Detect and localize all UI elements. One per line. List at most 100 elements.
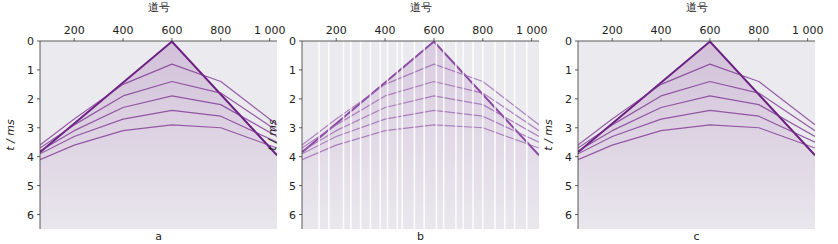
y-tick-label: 6 bbox=[289, 209, 296, 222]
missing-trace bbox=[504, 41, 506, 229]
plot-background bbox=[302, 41, 539, 229]
y-axis-line bbox=[40, 41, 41, 229]
reflection-event bbox=[302, 81, 539, 148]
y-tick-label: 4 bbox=[565, 151, 572, 164]
x-tick bbox=[74, 38, 75, 41]
y-tick-label: 0 bbox=[289, 35, 296, 48]
y-tick bbox=[37, 41, 40, 42]
missing-trace bbox=[482, 41, 484, 229]
x-tick bbox=[807, 38, 808, 41]
reflection-event bbox=[40, 96, 277, 151]
x-tick bbox=[336, 38, 337, 41]
y-tick bbox=[299, 69, 302, 70]
missing-trace bbox=[328, 41, 330, 229]
reflection-event bbox=[302, 96, 539, 151]
direct-wave bbox=[40, 42, 277, 156]
energy-area bbox=[40, 42, 277, 229]
x-tick-label: 600 bbox=[423, 24, 444, 37]
x-axis-title: 道号 bbox=[148, 1, 170, 14]
y-tick bbox=[575, 98, 578, 99]
x-axis-line bbox=[40, 41, 277, 42]
x-tick bbox=[433, 38, 434, 41]
x-tick-label: 800 bbox=[472, 24, 493, 37]
x-tick-label: 400 bbox=[651, 24, 672, 37]
y-tick bbox=[37, 185, 40, 186]
y-tick bbox=[299, 127, 302, 128]
x-tick-label: 200 bbox=[326, 24, 347, 37]
y-tick-label: 4 bbox=[289, 151, 296, 164]
reflection-event bbox=[40, 125, 277, 160]
missing-trace bbox=[350, 41, 352, 229]
panel: 2004006008001 0000123456道号t / msc bbox=[542, 1, 823, 243]
figure: 2004006008001 0000123456道号t / msa2004006… bbox=[0, 0, 838, 244]
reflection-event bbox=[578, 110, 815, 153]
x-tick-label: 1 000 bbox=[254, 24, 286, 37]
missing-trace bbox=[462, 41, 464, 229]
x-axis-line bbox=[302, 41, 539, 42]
y-tick bbox=[37, 69, 40, 70]
x-tick bbox=[531, 38, 532, 41]
x-axis-line bbox=[578, 41, 815, 42]
missing-trace bbox=[414, 41, 416, 229]
energy-area bbox=[578, 42, 815, 229]
x-tick-label: 400 bbox=[375, 24, 396, 37]
y-tick-label: 5 bbox=[565, 180, 572, 193]
y-tick-label: 6 bbox=[27, 209, 34, 222]
panel-caption: b bbox=[417, 230, 424, 243]
panel: 2004006008001 0000123456道号t / msa bbox=[4, 1, 285, 243]
x-tick bbox=[758, 38, 759, 41]
data-group bbox=[302, 41, 539, 229]
missing-trace bbox=[360, 41, 362, 229]
reflection-event bbox=[302, 110, 539, 153]
missing-trace bbox=[436, 41, 438, 229]
y-tick-label: 2 bbox=[289, 93, 296, 106]
y-tick bbox=[37, 156, 40, 157]
missing-trace bbox=[472, 41, 474, 229]
y-tick-label: 3 bbox=[565, 122, 572, 135]
x-axis-title: 道号 bbox=[686, 1, 708, 14]
missing-trace bbox=[318, 41, 320, 229]
y-axis-title: t / ms bbox=[266, 119, 279, 151]
missing-trace bbox=[514, 41, 516, 229]
y-tick bbox=[299, 41, 302, 42]
missing-trace bbox=[455, 41, 457, 229]
reflection-event bbox=[578, 125, 815, 160]
x-tick bbox=[269, 38, 270, 41]
y-tick bbox=[37, 127, 40, 128]
missing-trace bbox=[396, 41, 398, 229]
missing-trace bbox=[423, 41, 425, 229]
reflection-event bbox=[40, 64, 277, 145]
y-tick bbox=[575, 185, 578, 186]
missing-trace bbox=[370, 41, 372, 229]
y-tick bbox=[575, 127, 578, 128]
reflection-event bbox=[302, 64, 539, 145]
missing-trace bbox=[379, 41, 381, 229]
plot-background bbox=[40, 41, 277, 229]
x-tick-label: 1 000 bbox=[516, 24, 548, 37]
data-group bbox=[578, 42, 815, 229]
y-tick-label: 5 bbox=[289, 180, 296, 193]
x-tick-label: 800 bbox=[210, 24, 231, 37]
panel-caption: a bbox=[155, 230, 162, 243]
x-tick bbox=[661, 38, 662, 41]
reflection-event bbox=[40, 81, 277, 148]
y-tick-label: 5 bbox=[27, 180, 34, 193]
energy-area bbox=[302, 42, 539, 229]
y-tick-label: 0 bbox=[565, 35, 572, 48]
x-tick-label: 200 bbox=[64, 24, 85, 37]
x-tick bbox=[171, 38, 172, 41]
x-tick bbox=[220, 38, 221, 41]
direct-wave bbox=[302, 42, 539, 156]
y-tick bbox=[299, 156, 302, 157]
y-tick-label: 1 bbox=[27, 64, 34, 77]
reflection-event bbox=[578, 64, 815, 145]
x-tick-label: 1 000 bbox=[792, 24, 824, 37]
y-axis-line bbox=[302, 41, 303, 229]
y-tick bbox=[37, 214, 40, 215]
y-tick bbox=[37, 98, 40, 99]
y-tick-label: 3 bbox=[289, 122, 296, 135]
y-tick bbox=[575, 41, 578, 42]
y-tick bbox=[299, 185, 302, 186]
missing-trace bbox=[443, 41, 445, 229]
y-tick-label: 1 bbox=[565, 64, 572, 77]
